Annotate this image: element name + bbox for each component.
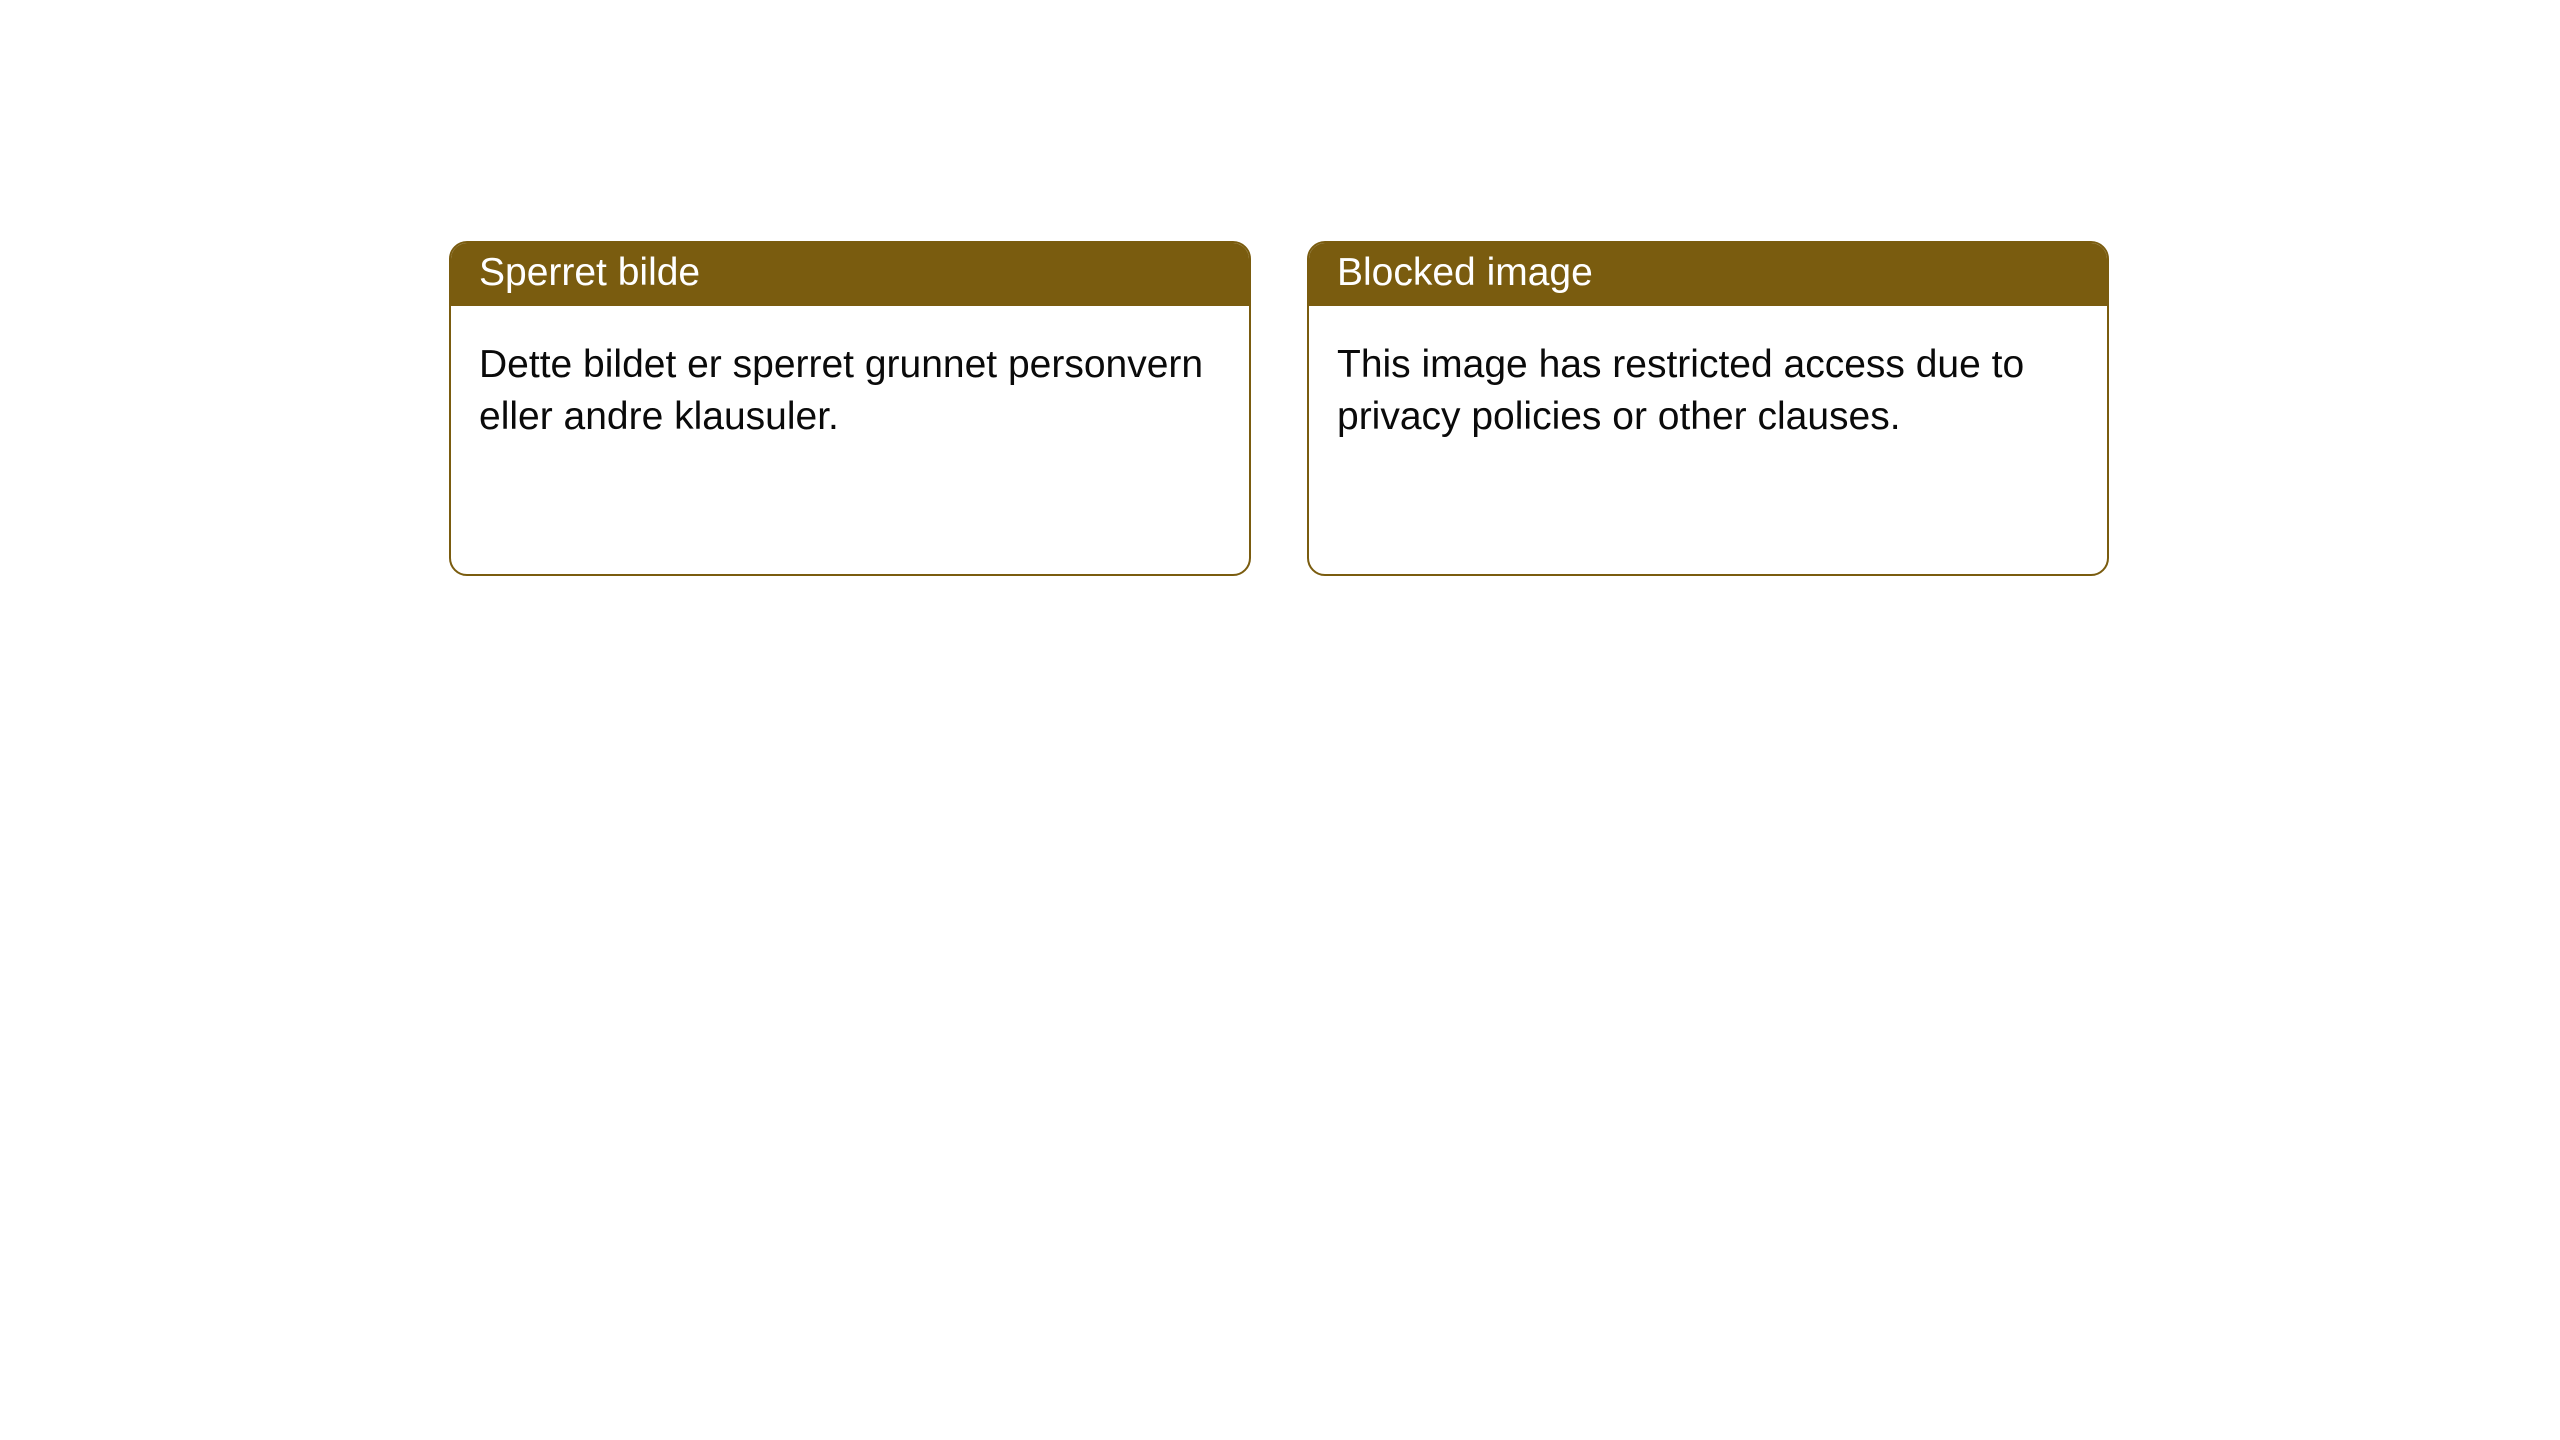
card-norwegian: Sperret bilde Dette bildet er sperret gr… (449, 241, 1251, 576)
card-title: Sperret bilde (479, 251, 700, 294)
card-header: Blocked image (1309, 243, 2107, 306)
card-body-text: This image has restricted access due to … (1337, 343, 2024, 438)
card-body: This image has restricted access due to … (1309, 306, 2107, 476)
card-container: Sperret bilde Dette bildet er sperret gr… (0, 0, 2560, 576)
card-body: Dette bildet er sperret grunnet personve… (451, 306, 1249, 476)
card-header: Sperret bilde (451, 243, 1249, 306)
card-title: Blocked image (1337, 251, 1593, 294)
card-body-text: Dette bildet er sperret grunnet personve… (479, 343, 1203, 438)
card-english: Blocked image This image has restricted … (1307, 241, 2109, 576)
